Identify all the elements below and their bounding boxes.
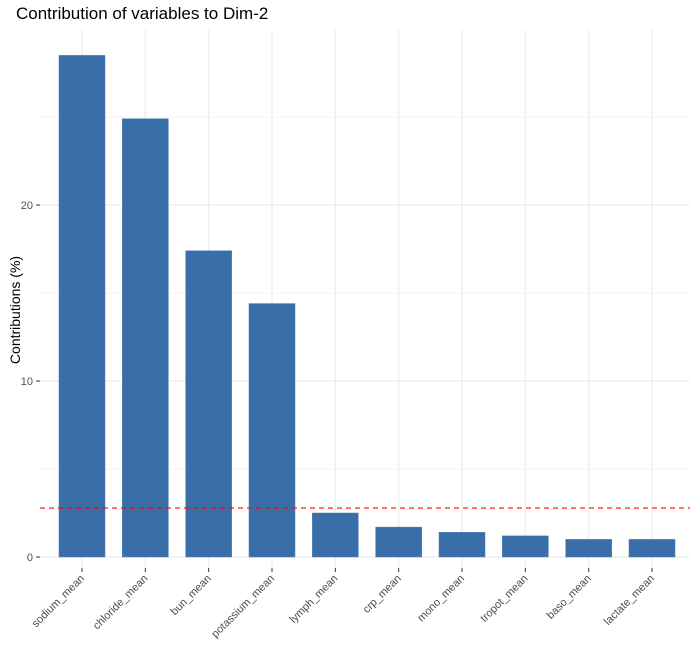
x-tick-label: mono_mean	[415, 573, 467, 625]
bar-baso_mean	[565, 539, 612, 558]
x-tick-label: chloride_mean	[91, 573, 151, 633]
bar-lymph_mean	[312, 512, 359, 558]
x-tick-label: tropot_mean	[478, 573, 530, 625]
chart-title: Contribution of variables to Dim-2	[16, 4, 269, 23]
x-tick-label: baso_mean	[545, 573, 594, 622]
x-tick-label: potassium_mean	[209, 573, 277, 641]
bar-sodium_mean	[58, 55, 106, 558]
bar-potassium_mean	[248, 303, 296, 558]
bar-crp_mean	[375, 526, 422, 558]
bar-bun_mean	[185, 250, 232, 558]
y-tick-label: 10	[21, 376, 33, 388]
x-tick-label: lactate_mean	[602, 573, 657, 628]
bars-layer	[58, 55, 676, 558]
x-tick-label: crp_mean	[361, 573, 404, 616]
x-tick-label: lymph_mean	[287, 573, 340, 626]
bar-mono_mean	[438, 532, 486, 558]
x-axis: sodium_mean chloride_mean bun_meanpotassiu…	[30, 568, 657, 640]
bar-chloride_mean	[122, 118, 169, 558]
bar-lactate_mean	[628, 539, 676, 558]
bar-tropot_mean	[502, 535, 549, 558]
y-axis-title: Contributions (%)	[7, 256, 23, 364]
x-tick-label: bun_mean	[169, 573, 214, 618]
y-tick-label: 0	[27, 552, 33, 564]
x-tick-label: sodium_mean	[30, 573, 87, 630]
y-axis: 0 10 20	[21, 200, 40, 564]
y-tick-label: 20	[21, 200, 33, 212]
